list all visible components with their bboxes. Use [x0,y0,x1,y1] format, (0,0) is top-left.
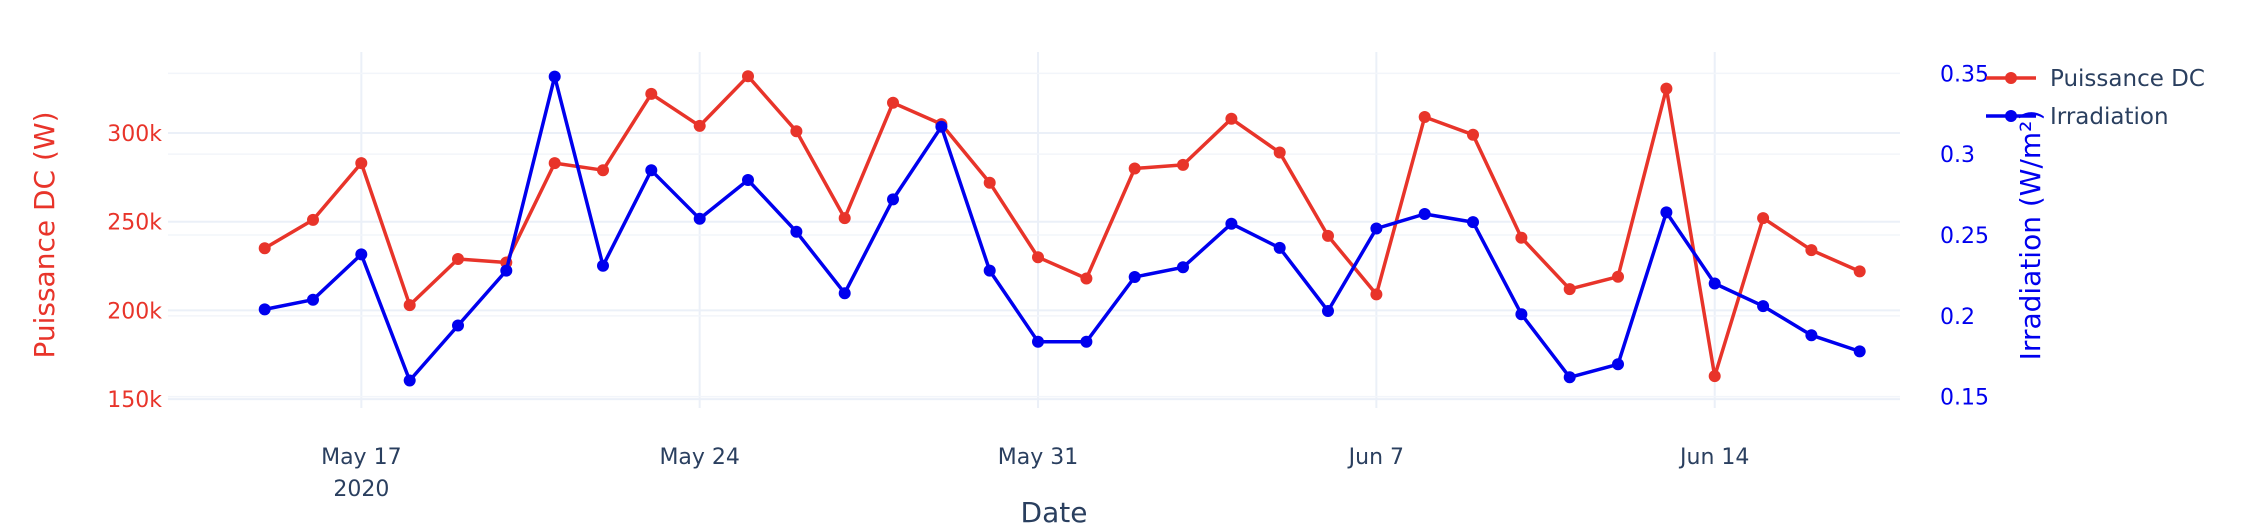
data-point-irradiation [355,248,368,261]
data-point-puissance-dc [1177,158,1189,171]
data-point-puissance-dc [645,87,658,100]
legend-marker-puissance-dc [2005,72,2017,84]
data-point-irradiation [1128,271,1141,283]
data-point-puissance-dc [1418,111,1431,123]
y-left-tick-label: 200k [107,299,162,324]
data-point-irradiation [1515,308,1528,321]
y-right-tick-label: 0.35 [1940,62,1989,87]
data-point-irradiation [1177,261,1189,274]
data-point-irradiation [1273,241,1286,254]
data-point-puissance-dc [887,96,899,109]
data-point-irradiation [1322,305,1334,317]
legend-label-puissance-dc: Puissance DC [2050,66,2205,92]
data-point-puissance-dc [790,125,803,138]
data-point-puissance-dc [1080,272,1093,285]
legend-label-irradiation: Irradiation [2050,104,2169,130]
x-tick-label: May 24 [659,445,739,470]
data-point-irradiation [1418,208,1431,220]
data-point-irradiation [307,293,319,306]
data-point-puissance-dc [597,164,609,177]
data-point-irradiation [597,259,609,272]
data-point-irradiation [452,319,464,332]
x-tick-label: Jun 14 [1678,445,1749,470]
data-point-puissance-dc [403,299,416,312]
data-point-puissance-dc [1805,244,1818,257]
data-point-irradiation [1853,345,1866,358]
data-point-puissance-dc [1515,231,1528,244]
data-point-irradiation [1225,217,1238,230]
y-right-tick-label: 0.15 [1940,386,1989,411]
x-tick-label: Jun 7 [1347,445,1404,470]
data-point-irradiation [1708,277,1721,290]
data-point-puissance-dc [983,176,996,189]
legend: Puissance DC Irradiation [1986,66,2205,130]
series-line-puissance-dc [263,74,1861,378]
grid-layer [168,52,1900,408]
data-point-puissance-dc [1467,128,1479,141]
series-layer [258,70,1866,387]
y-left-tick-label: 150k [107,388,162,413]
data-point-irradiation [1032,335,1044,348]
data-point-irradiation [887,193,899,206]
x-tick-sublabel: 2020 [333,477,389,502]
series-line-irradiation [264,74,1861,383]
data-point-puissance-dc [1708,370,1721,383]
data-point-puissance-dc [452,253,464,265]
data-point-irradiation [790,225,803,238]
legend-marker-irradiation [2005,110,2017,122]
y-left-tick-label: 300k [107,122,162,147]
data-point-irradiation [403,374,416,387]
y-right-tick-label: 0.2 [1940,305,1975,330]
data-point-irradiation [1612,358,1624,371]
data-point-puissance-dc [1273,146,1286,159]
data-point-irradiation [1080,335,1093,348]
data-point-puissance-dc [693,119,706,132]
data-point-irradiation [1757,300,1770,313]
data-point-irradiation [500,264,513,277]
data-point-puissance-dc [838,212,851,225]
data-point-irradiation [1563,371,1576,384]
data-point-puissance-dc [258,242,271,255]
y-left-axis-title: Puissance DC (W) [28,111,61,358]
data-point-irradiation [935,120,948,133]
data-point-puissance-dc [1032,251,1044,264]
y-right-tick-label: 0.3 [1940,143,1975,168]
data-point-puissance-dc [548,157,561,170]
data-point-irradiation [258,303,271,316]
data-point-puissance-dc [1225,112,1238,125]
data-point-irradiation [548,70,561,83]
data-point-puissance-dc [1660,82,1673,95]
y-right-tick-label: 0.25 [1940,224,1989,249]
data-point-irradiation [645,164,658,177]
data-point-puissance-dc [1322,229,1334,242]
data-point-irradiation [742,174,754,186]
x-tick-label: May 31 [998,445,1078,470]
data-point-irradiation [693,212,706,225]
data-point-puissance-dc [355,157,368,170]
y-left-tick-label: 250k [107,211,162,236]
data-point-irradiation [838,287,851,300]
data-point-puissance-dc [1128,162,1141,175]
data-point-puissance-dc [1853,265,1866,278]
y-right-axis-title: Irradiation (W/m²) [2014,110,2047,361]
data-point-puissance-dc [1757,212,1770,225]
data-point-irradiation [1660,206,1673,219]
data-point-irradiation [1370,222,1383,235]
data-point-puissance-dc [1612,270,1624,283]
data-point-irradiation [983,264,996,277]
data-point-puissance-dc [1370,288,1383,301]
data-point-puissance-dc [1563,283,1576,296]
x-axis-title: Date [1021,496,1088,529]
data-point-puissance-dc [307,213,319,226]
data-point-irradiation [1805,329,1818,342]
data-point-puissance-dc [742,70,754,83]
data-point-irradiation [1467,216,1479,229]
axis-layer: May 17 2020 May 24 May 31 Jun 7 Jun 14 150k 200… [28,62,2047,529]
x-tick-label: May 17 [321,445,401,470]
